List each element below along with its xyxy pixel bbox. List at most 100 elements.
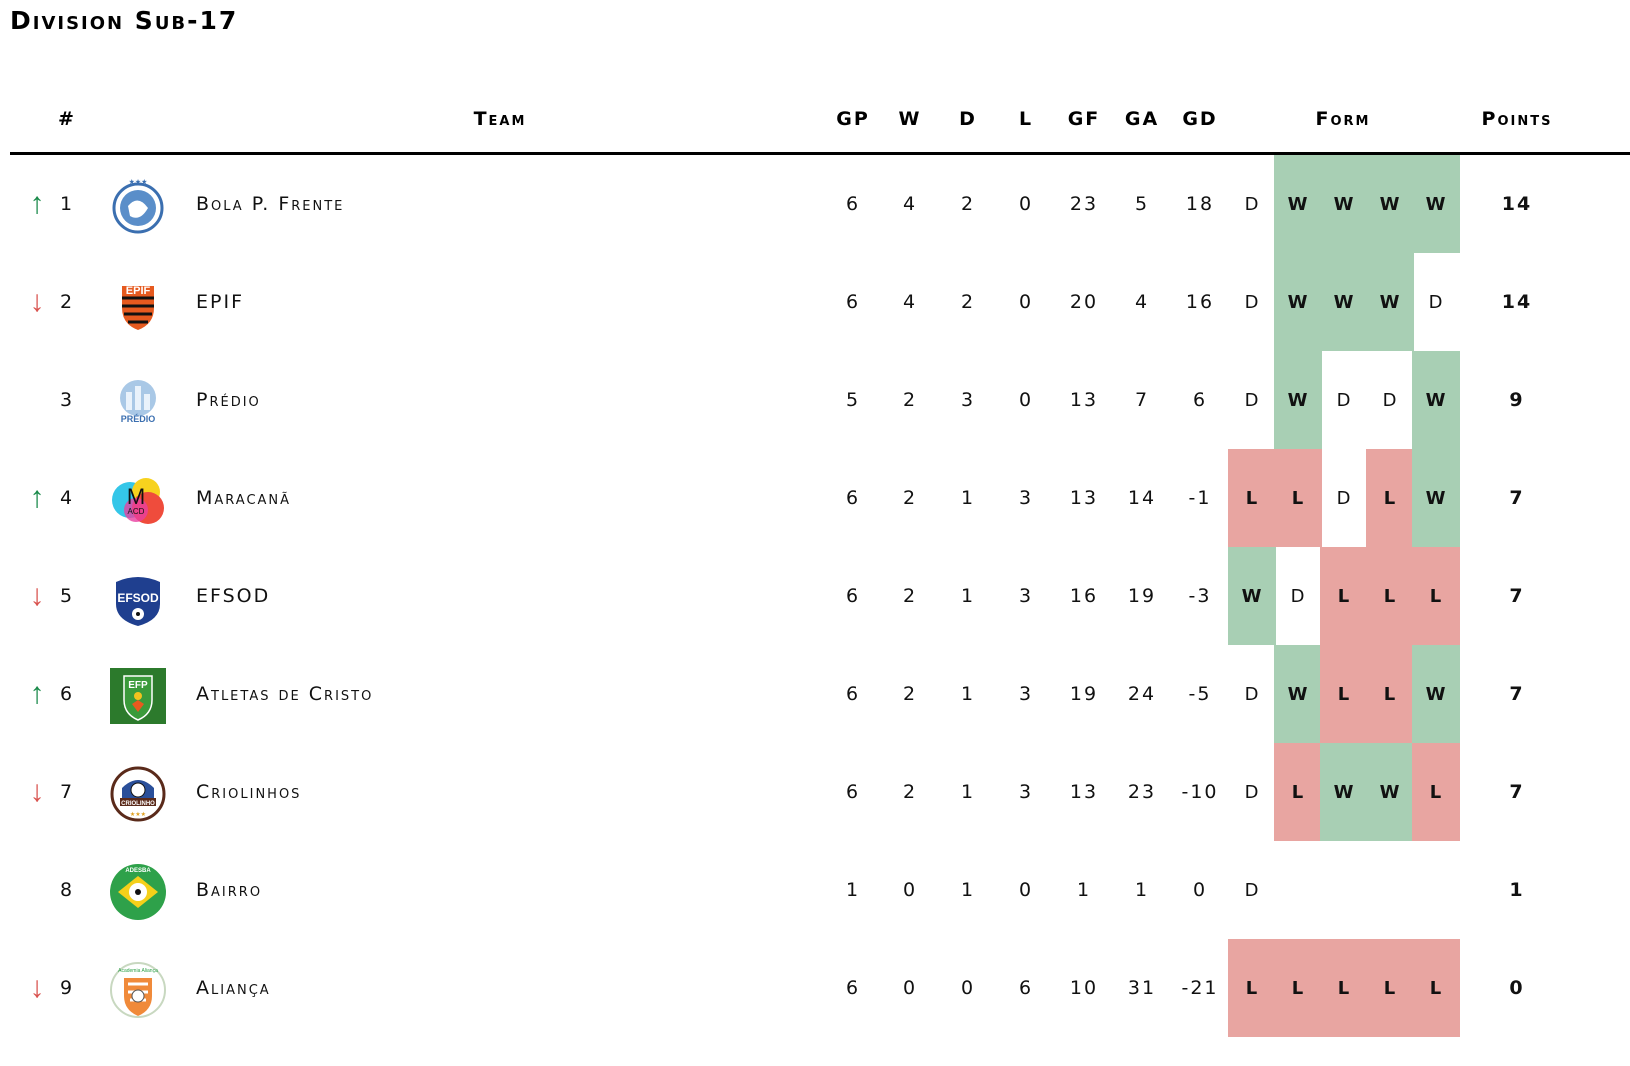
header-ga[interactable]: GA [1124, 108, 1160, 130]
position-cell: 7 [59, 781, 75, 803]
team-name[interactable]: Atletas de Cristo [196, 683, 374, 705]
team-name[interactable]: Prédio [196, 389, 261, 411]
l-cell: 0 [1018, 389, 1034, 411]
points-cell: 7 [1509, 683, 1525, 705]
position-cell: 1 [59, 193, 75, 215]
gp-cell: 6 [845, 291, 861, 313]
svg-text:EPIF: EPIF [126, 285, 151, 297]
gd-cell: -5 [1188, 683, 1212, 705]
gp-cell: 6 [845, 781, 861, 803]
team-name[interactable]: Aliança [196, 977, 271, 999]
table-row[interactable]: L L D L W ↑ 4 M ACD Maracanã 6 2 1 3 13 14 -1 7 [0, 449, 1630, 547]
table-row[interactable]: D 8 ADESBA Bairro 1 0 1 0 1 1 0 1 [0, 841, 1630, 939]
header-points[interactable]: Points [1481, 108, 1553, 130]
gp-cell: 1 [845, 879, 861, 901]
table-row[interactable]: L L L L L ↓ 9 Academia Aliança Aliança 6 0 0 6 10 31 -2… [0, 939, 1630, 1037]
table-row[interactable]: D W W W D ↓ 2 EPIF EPIF 6 4 2 0 20 4 16 14 [0, 253, 1630, 351]
trend-up-icon: ↑ [29, 187, 45, 220]
d-cell: 1 [960, 683, 976, 705]
header-gd[interactable]: GD [1182, 108, 1218, 130]
header-w[interactable]: W [898, 108, 922, 130]
form-result: L [1320, 939, 1368, 1037]
header-d[interactable]: D [959, 108, 977, 130]
w-cell: 2 [902, 781, 918, 803]
gp-cell: 6 [845, 193, 861, 215]
svg-text:CRIOLINHO: CRIOLINHO [121, 801, 155, 807]
team-name[interactable]: Bairro [196, 879, 263, 901]
gd-cell: -1 [1188, 487, 1212, 509]
table-row[interactable]: D W W W W ↑ 1 ★★★ Bola P. Frente 6 4 2 0 23 5 18 14 [0, 155, 1630, 253]
team-name[interactable]: EFSOD [196, 585, 271, 607]
w-cell: 2 [902, 389, 918, 411]
form-result: D [1244, 879, 1260, 901]
points-cell: 9 [1509, 389, 1525, 411]
gd-cell: -3 [1188, 585, 1212, 607]
form-result: W [1412, 449, 1460, 547]
svg-text:EFSOD: EFSOD [117, 591, 159, 605]
svg-text:Academia Aliança: Academia Aliança [118, 968, 158, 974]
trend-up-icon: ↑ [29, 481, 45, 514]
ga-cell: 4 [1134, 291, 1150, 313]
l-cell: 0 [1018, 193, 1034, 215]
form-result: W [1274, 351, 1322, 449]
w-cell: 2 [902, 683, 918, 705]
team-name[interactable]: Maracanã [196, 487, 292, 509]
form-result: W [1366, 155, 1414, 253]
form-result: L [1274, 449, 1322, 547]
position-cell: 9 [59, 977, 75, 999]
form-result: W [1366, 743, 1414, 841]
header-form[interactable]: Form [1315, 108, 1371, 130]
efsod-logo-icon: EFSOD [108, 568, 168, 628]
gp-cell: 6 [845, 585, 861, 607]
gf-cell: 13 [1069, 389, 1099, 411]
form-result: W [1366, 253, 1414, 351]
table-row[interactable]: W D L L L ↓ 5 EFSOD EFSOD 6 2 1 3 16 19 -3 7 [0, 547, 1630, 645]
team-name[interactable]: Bola P. Frente [196, 193, 345, 215]
form-result: L [1320, 645, 1368, 743]
form-result: W [1274, 155, 1322, 253]
trend-down-icon: ↓ [29, 971, 45, 1004]
w-cell: 2 [902, 585, 918, 607]
form-result: D [1244, 683, 1260, 705]
team-name[interactable]: Criolinhos [196, 781, 302, 803]
ga-cell: 24 [1127, 683, 1157, 705]
l-cell: 3 [1018, 683, 1034, 705]
trend-down-icon: ↓ [29, 285, 45, 318]
gf-cell: 1 [1076, 879, 1092, 901]
form-result: W [1274, 253, 1322, 351]
team-name[interactable]: EPIF [196, 291, 244, 313]
points-cell: 14 [1501, 193, 1533, 215]
ga-cell: 1 [1134, 879, 1150, 901]
gd-cell: 18 [1185, 193, 1215, 215]
l-cell: 6 [1018, 977, 1034, 999]
gp-cell: 6 [845, 977, 861, 999]
points-cell: 7 [1509, 781, 1525, 803]
atletas-logo-icon: EFP [108, 666, 168, 726]
form-result: D [1290, 585, 1306, 607]
table-row[interactable]: D W L L W ↑ 6 EFP Atletas de Cristo 6 2 1 3 19 24 -5 7 [0, 645, 1630, 743]
header-team[interactable]: Team [473, 108, 527, 130]
w-cell: 0 [902, 977, 918, 999]
bairro-logo-icon: ADESBA [108, 862, 168, 922]
form-result: W [1412, 645, 1460, 743]
table-row[interactable]: D W D D W 3 PRÉDIO Prédio 5 2 3 0 13 7 6 9 [0, 351, 1630, 449]
gp-cell: 6 [845, 683, 861, 705]
d-cell: 0 [960, 977, 976, 999]
header-divider [10, 152, 1630, 155]
header-gf[interactable]: GF [1067, 108, 1101, 130]
header-position[interactable]: # [58, 108, 76, 130]
header-gp[interactable]: GP [836, 108, 870, 130]
w-cell: 4 [902, 193, 918, 215]
header-l[interactable]: L [1018, 108, 1034, 130]
ga-cell: 7 [1134, 389, 1150, 411]
gd-cell: 0 [1192, 879, 1208, 901]
table-row[interactable]: D L W W L ↓ 7 CRIOLINHO ★★★ Criolinhos 6 2 1 3 13 23 -10… [0, 743, 1630, 841]
form-result: L [1228, 939, 1276, 1037]
trend-down-icon: ↓ [29, 579, 45, 612]
table-header: # Team GP W D L GF GA GD Form Points [10, 100, 1630, 152]
position-cell: 2 [59, 291, 75, 313]
points-cell: 0 [1509, 977, 1525, 999]
form-result: D [1244, 389, 1260, 411]
svg-text:★★★: ★★★ [129, 178, 148, 186]
points-cell: 7 [1509, 487, 1525, 509]
